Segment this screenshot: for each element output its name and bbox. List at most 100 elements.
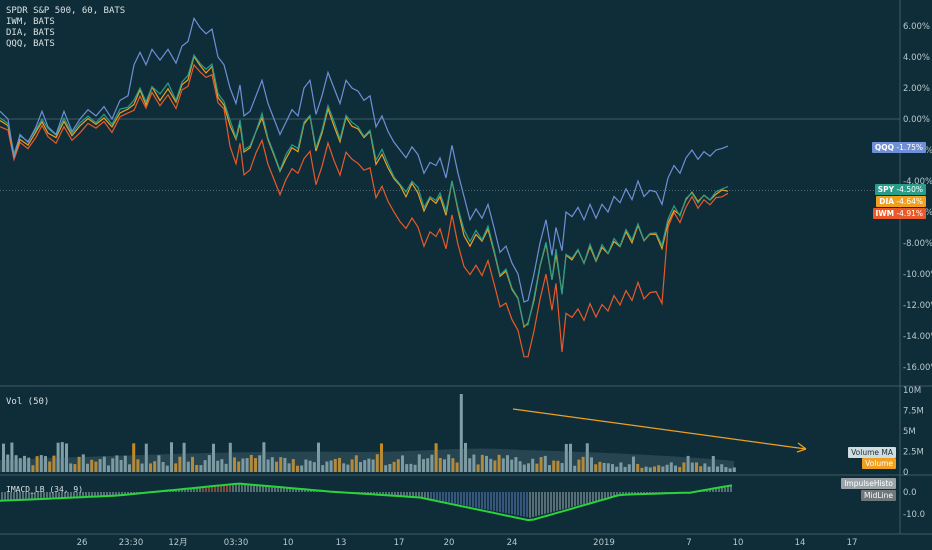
volume-bar (392, 461, 396, 472)
volume-bar (703, 463, 707, 472)
time-axis-tick: 26 (77, 538, 88, 548)
volume-bar (115, 455, 119, 472)
volume-bar (602, 462, 606, 472)
volume-trend-arrow (512, 408, 807, 450)
volume-bar (514, 457, 518, 472)
volume-bar (249, 454, 253, 472)
volume-bar (199, 465, 203, 472)
volume-bar (426, 458, 430, 472)
legend-iwm[interactable]: IWM, BATS (6, 17, 55, 27)
time-axis-tick: 03:30 (224, 538, 249, 548)
volume-bar (333, 458, 337, 472)
volume-bar (359, 462, 362, 472)
volume-bar (396, 459, 400, 472)
volume-bar (170, 442, 173, 472)
volume-bar (585, 443, 589, 472)
volume-bar (539, 457, 543, 472)
macd-axis-tick: 0.0 (903, 488, 917, 498)
volume-bar (237, 461, 241, 472)
volume-bar (417, 454, 421, 472)
volume-bar (472, 454, 476, 472)
volume-bar (94, 461, 98, 472)
price-axis-tick: -14.00% (903, 332, 932, 342)
volume-bar (485, 455, 488, 472)
volume-bar (401, 455, 404, 472)
volume-bar (732, 467, 736, 472)
volume-bar (123, 455, 127, 472)
macd-pane-title[interactable]: IMACD_LB (34, 9) (6, 485, 84, 494)
volume-axis-tick: 2.5M (903, 448, 924, 458)
volume-bar (270, 457, 274, 472)
volume-bar (245, 458, 249, 472)
volume-ma-area (0, 448, 734, 472)
volume-axis-tick: 0 (903, 468, 908, 478)
volume-bar (468, 458, 472, 472)
legend: SPDR S&P 500, 60, BATS IWM, BATS DIA, BA… (6, 6, 125, 50)
volume-bar (342, 463, 346, 472)
volume-bar (329, 460, 333, 472)
series-line-qqq (0, 16, 729, 303)
volume-bar (312, 462, 316, 472)
volume-bar (422, 459, 425, 472)
volume-bar (212, 443, 215, 472)
volume-bar (81, 454, 85, 472)
legend-qqq[interactable]: QQQ, BATS (6, 39, 55, 49)
volume-bar (325, 461, 329, 472)
volume-bar (191, 456, 194, 472)
volume-bar (674, 465, 677, 472)
volume-bar (464, 442, 467, 472)
volume-bar (501, 458, 505, 472)
price-axis-tick: -12.00% (903, 301, 932, 311)
volume-bar (648, 467, 652, 472)
volume-bar (203, 460, 207, 472)
arrowhead-icon (796, 442, 807, 453)
volume-bar (665, 464, 669, 472)
legend-spy[interactable]: SPDR S&P 500, 60, BATS (6, 6, 126, 16)
volume-bar (380, 443, 383, 472)
volume-bar (266, 459, 270, 472)
volume-bar (98, 459, 102, 472)
volume-bar (711, 456, 715, 472)
volume-bar (254, 458, 257, 472)
volume-bar (153, 461, 157, 472)
volume-bar (321, 465, 325, 472)
volume-bar (157, 455, 161, 472)
time-axis-tick: 14 (795, 538, 806, 548)
price-axis-tick: 0.00% (903, 115, 930, 125)
volume-bar (90, 459, 94, 472)
volume-bar (65, 443, 68, 472)
time-axis-tick: 17 (394, 538, 405, 548)
volume-bar (531, 458, 535, 472)
volume-bar (178, 456, 182, 472)
volume-bar (506, 455, 509, 472)
volume-bar (653, 466, 656, 472)
volume-bar (497, 454, 501, 472)
volume-bar (111, 458, 115, 472)
volume-bar (598, 461, 602, 472)
volume-bar (363, 460, 367, 472)
volume-pane-title[interactable]: Vol (50) (6, 397, 50, 407)
price-axis-tick: 4.00% (903, 53, 930, 63)
volume-bar (443, 459, 446, 472)
volume-bar (560, 463, 564, 472)
volume-bar (23, 455, 26, 472)
time-axis-tick: 24 (507, 538, 518, 548)
volume-bar (695, 462, 698, 472)
volume-bar (60, 442, 64, 472)
legend-dia[interactable]: DIA, BATS (6, 28, 55, 38)
volume-bar (39, 455, 43, 472)
time-axis-tick: 10 (283, 538, 294, 548)
volume-bar (661, 466, 665, 472)
volume-bar (632, 456, 635, 472)
volume-bar (338, 457, 341, 472)
volume-bar (430, 454, 434, 472)
volume-bar (10, 442, 14, 472)
volume-bar (195, 464, 199, 472)
volume-bar (279, 457, 283, 472)
price-tag-iwm: IWM -4.91% (872, 208, 926, 219)
volume-bar (102, 456, 106, 472)
volume-bar (611, 464, 614, 472)
volume-bar (615, 466, 619, 472)
volume-bar (291, 459, 295, 472)
